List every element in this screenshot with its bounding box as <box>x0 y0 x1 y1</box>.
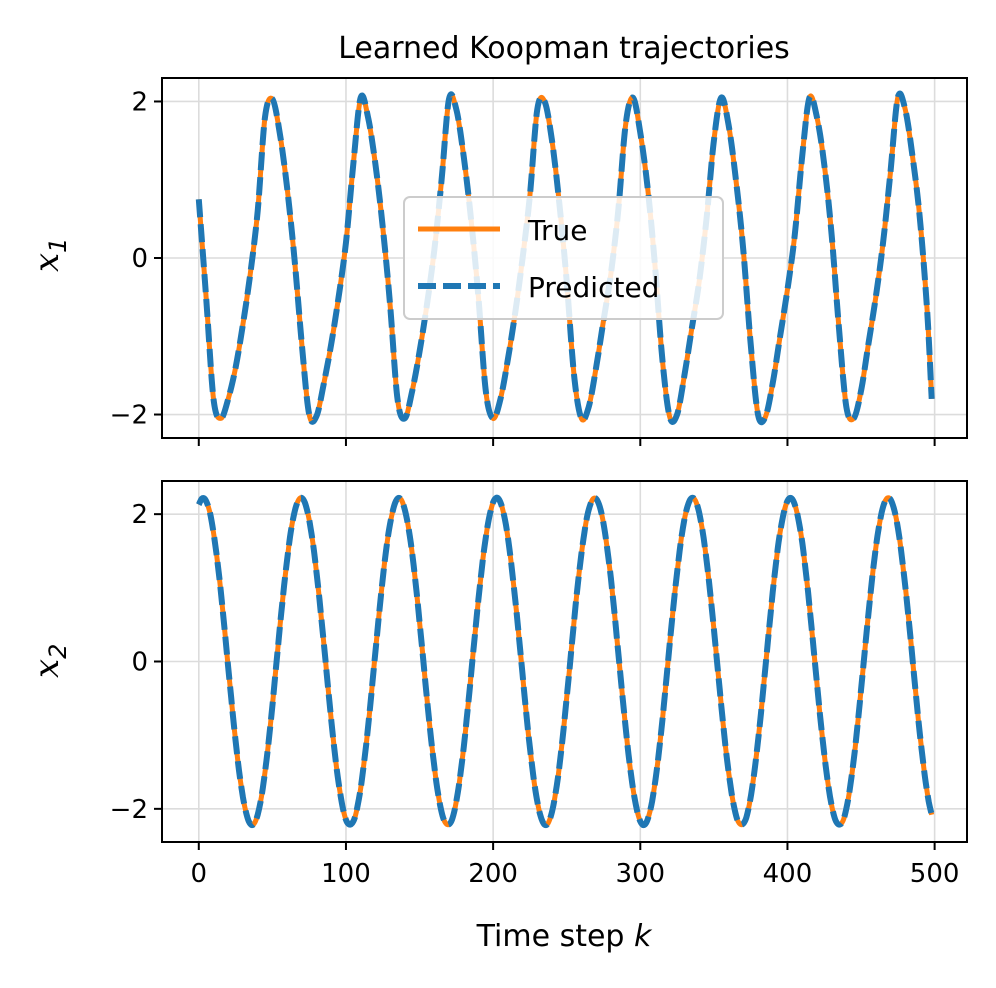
x-tick-label: 0 <box>191 859 208 889</box>
yticks-x2: 2 0 −2 <box>110 500 162 825</box>
x-axis-label: Time step k <box>476 919 653 954</box>
y-tick-label: −2 <box>110 401 148 431</box>
ylabel-x2-base: x <box>27 659 67 678</box>
legend-label-true: True <box>527 214 587 247</box>
grid-x1 <box>162 78 967 438</box>
svg-text:x1: x1 <box>27 238 72 272</box>
panel-x2: 20−2 0 100 200 300 400 500 x2 <box>27 480 968 889</box>
xticks-x2: 0 100 200 300 400 500 <box>191 842 960 889</box>
x-tick-label: 300 <box>615 859 665 889</box>
x-axis-label-text: Time step <box>476 919 634 954</box>
yticks-x1: 2 0 −2 <box>110 87 162 431</box>
ylabel-x1: x1 <box>27 238 72 272</box>
x-tick-label: 400 <box>763 859 813 889</box>
chart-title: Learned Koopman trajectories <box>338 31 790 66</box>
ylabel-x1-sub: 1 <box>44 238 72 253</box>
x-axis-label-var: k <box>634 919 653 954</box>
y-tick-label: 0 <box>131 648 148 678</box>
y-tick-label: 0 <box>131 244 148 274</box>
x-tick-label: 200 <box>468 859 518 889</box>
svg-text:x2: x2 <box>27 644 72 678</box>
y-tick-label: −2 <box>110 795 148 825</box>
panel-x1: 2 0 −2 x1 True Predicted <box>27 77 968 446</box>
legend: True Predicted <box>403 196 724 320</box>
legend-label-predicted: Predicted <box>528 271 659 304</box>
x-tick-label: 100 <box>321 859 371 889</box>
xticks-x1 <box>197 438 936 446</box>
ylabel-x2-sub: 2 <box>44 644 72 659</box>
x-tick-label: 500 <box>910 859 960 889</box>
series-x2 <box>196 494 935 829</box>
grid-x2 <box>162 481 967 842</box>
series-predicted-line <box>196 494 935 829</box>
ylabel-x2: x2 <box>27 644 72 678</box>
y-tick-label: 2 <box>131 500 148 530</box>
ylabel-x1-base: x <box>27 253 67 272</box>
y-tick-label: 2 <box>131 87 148 117</box>
